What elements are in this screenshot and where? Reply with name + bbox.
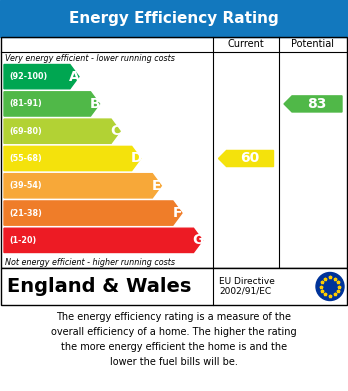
Text: EU Directive: EU Directive [219, 277, 275, 286]
Polygon shape [4, 92, 100, 116]
Polygon shape [4, 65, 79, 89]
Text: Very energy efficient - lower running costs: Very energy efficient - lower running co… [5, 54, 175, 63]
Polygon shape [4, 146, 141, 170]
Text: (92-100): (92-100) [9, 72, 47, 81]
Text: (55-68): (55-68) [9, 154, 42, 163]
Text: E: E [152, 179, 161, 193]
Text: (21-38): (21-38) [9, 208, 42, 217]
Text: lower the fuel bills will be.: lower the fuel bills will be. [110, 357, 238, 367]
Text: F: F [173, 206, 182, 220]
Text: C: C [111, 124, 121, 138]
Text: (1-20): (1-20) [9, 236, 36, 245]
Text: 60: 60 [240, 151, 260, 165]
Text: overall efficiency of a home. The higher the rating: overall efficiency of a home. The higher… [51, 327, 297, 337]
Polygon shape [4, 174, 161, 198]
Text: G: G [192, 233, 204, 248]
Text: 83: 83 [307, 97, 327, 111]
Text: Not energy efficient - higher running costs: Not energy efficient - higher running co… [5, 258, 175, 267]
Text: the more energy efficient the home is and the: the more energy efficient the home is an… [61, 342, 287, 352]
Text: England & Wales: England & Wales [7, 277, 191, 296]
Polygon shape [219, 151, 274, 167]
Circle shape [316, 273, 344, 301]
Text: B: B [90, 97, 100, 111]
Text: 2002/91/EC: 2002/91/EC [219, 287, 271, 296]
Bar [0, 0, 348, 37]
Text: Potential: Potential [292, 39, 334, 49]
Text: Current: Current [228, 39, 264, 49]
Polygon shape [284, 96, 342, 112]
Bar [1, 268, 347, 305]
Polygon shape [4, 228, 203, 253]
Bar [1, 37, 347, 268]
Text: A: A [69, 70, 80, 84]
Text: (39-54): (39-54) [9, 181, 42, 190]
Text: (81-91): (81-91) [9, 99, 42, 108]
Polygon shape [4, 119, 120, 143]
Text: (69-80): (69-80) [9, 127, 42, 136]
Text: The energy efficiency rating is a measure of the: The energy efficiency rating is a measur… [56, 312, 292, 322]
Text: Energy Efficiency Rating: Energy Efficiency Rating [69, 11, 279, 25]
Text: D: D [130, 151, 142, 165]
Polygon shape [4, 201, 182, 225]
